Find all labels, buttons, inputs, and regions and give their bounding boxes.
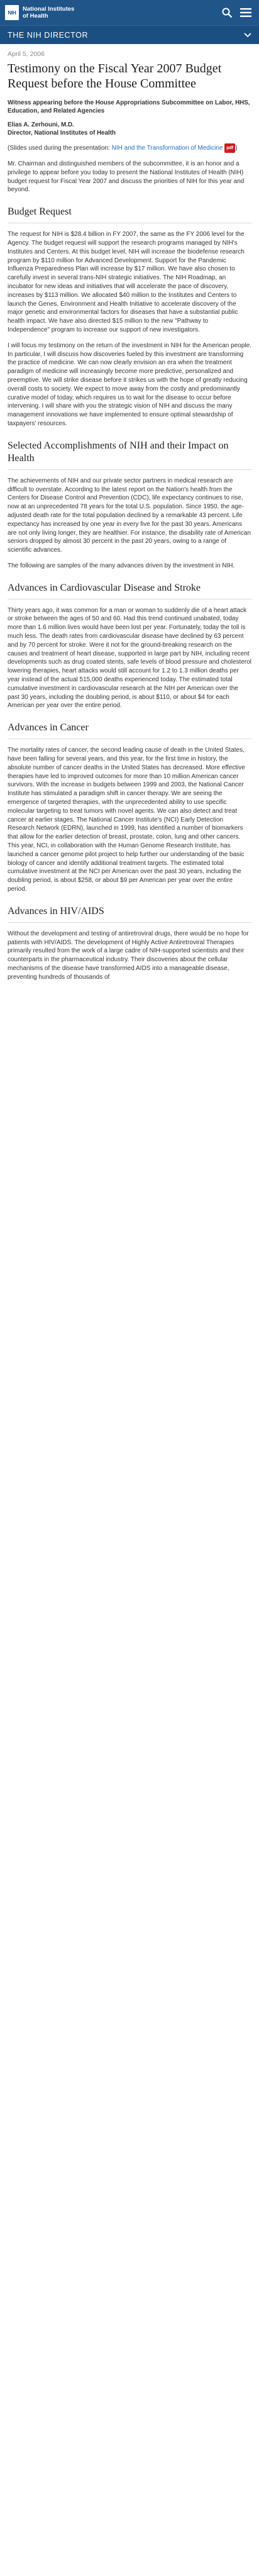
article-subtitle: Witness appearing before the House Appro… (8, 99, 250, 114)
slides-prefix: (Slides used during the presentation: (8, 145, 112, 152)
section-nav-bar[interactable]: THE NIH DIRECTOR (0, 25, 259, 44)
article-date: April 5, 2006 (8, 50, 45, 58)
body-paragraph: Thirty years ago, it was common for a ma… (8, 606, 252, 710)
slides-suffix: ) (235, 145, 238, 152)
intro-paragraph: Mr. Chairman and distinguished members o… (8, 160, 245, 194)
section-heading-cancer: Advances in Cancer (8, 722, 251, 740)
section-heading-hiv-aids: Advances in HIV/AIDS (8, 905, 251, 923)
section-title: THE NIH DIRECTOR (8, 30, 89, 40)
site-header: NIH National Institutes of Health (0, 0, 259, 25)
body-paragraph: The achievements of NIH and our private … (8, 477, 251, 554)
section-heading-accomplishments: Selected Accomplishments of NIH and thei… (8, 440, 251, 470)
site-logo-text[interactable]: National Institutes of Health (23, 6, 215, 20)
logo-line-1: National Institutes (23, 6, 75, 13)
page-title: Testimony on the Fiscal Year 2007 Budget… (8, 62, 222, 91)
pdf-badge-icon: pdf (224, 143, 236, 153)
body-paragraph: The request for NIH is $28.4 billion in … (8, 231, 245, 333)
article-content: April 5, 2006 Testimony on the Fiscal Ye… (0, 50, 259, 982)
author-name: Elias A. Zerhouni, M.D. (8, 121, 74, 128)
logo-line-2: of Health (23, 13, 48, 20)
menu-icon[interactable] (239, 6, 253, 20)
section-heading-budget: Budget Request (8, 206, 251, 224)
author-block: Elias A. Zerhouni, M.D. Director, Nation… (8, 121, 251, 137)
logo-abbrev: NIH (8, 9, 16, 16)
body-paragraph: Without the development and testing of a… (8, 930, 249, 981)
chevron-down-icon[interactable] (244, 30, 251, 41)
body-paragraph: The mortality rates of cancer, the secon… (8, 747, 245, 893)
nih-logo-icon[interactable]: NIH (5, 5, 19, 20)
body-paragraph: I will focus my testimony on the return … (8, 342, 251, 427)
slides-note: (Slides used during the presentation: NI… (8, 143, 251, 153)
search-icon[interactable] (220, 6, 234, 20)
body-paragraph: The following are samples of the many ad… (8, 562, 235, 569)
slides-link[interactable]: NIH and the Transformation of Medicine (111, 145, 223, 152)
section-heading-cardiovascular: Advances in Cardiovascular Disease and S… (8, 582, 251, 599)
author-title: Director, National Institutes of Health (8, 130, 116, 137)
